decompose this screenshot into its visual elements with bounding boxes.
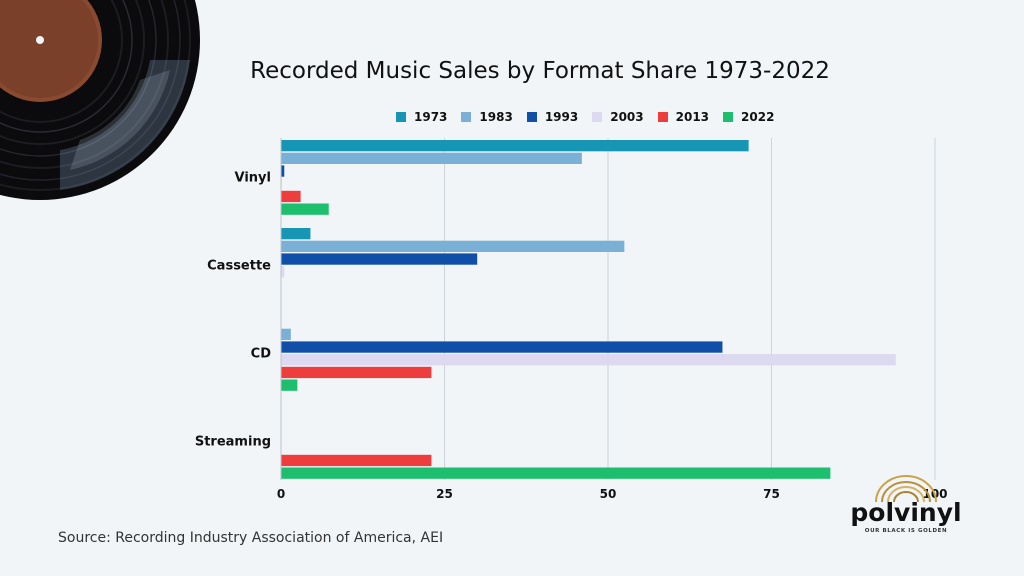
legend-item: 2013 (657, 110, 710, 124)
bar-streaming-2022 (281, 467, 831, 479)
x-tick-label: 25 (436, 487, 453, 501)
legend-label: 1993 (544, 110, 579, 124)
legend-swatch (461, 112, 472, 122)
y-category-label: Streaming (195, 434, 271, 449)
bar-cd-2003 (281, 354, 896, 366)
legend-item: 1973 (396, 110, 447, 124)
bar-vinyl-1993 (281, 165, 285, 177)
legend-swatch (592, 112, 603, 122)
vinyl-record-image (0, 0, 200, 200)
legend-label: 1983 (479, 110, 513, 124)
legend-swatch (396, 112, 406, 122)
x-tick-label: 0 (277, 487, 285, 501)
bar-vinyl-2022 (281, 203, 329, 215)
bar-cassette-1983 (281, 240, 625, 252)
y-category-label: Vinyl (235, 170, 271, 185)
legend-item: 1983 (461, 110, 513, 124)
bar-vinyl-1973 (281, 140, 749, 152)
legend-label: 2022 (741, 110, 775, 124)
bar-cd-2022 (281, 379, 298, 391)
legend-label: 1973 (414, 110, 448, 124)
x-tick-label: 50 (600, 487, 617, 501)
chart-title: Recorded Music Sales by Format Share 197… (250, 58, 830, 84)
bar-cd-1983 (281, 328, 291, 340)
legend-label: 2003 (610, 110, 644, 124)
x-tick-label: 75 (763, 487, 780, 501)
rainbow-arc-icon (875, 475, 937, 503)
legend-swatch (723, 112, 734, 122)
legend-item: 2003 (592, 110, 644, 124)
bar-vinyl-1983 (281, 152, 582, 164)
bar-cassette-1993 (281, 253, 478, 265)
legend-item: 2022 (723, 110, 774, 124)
legend-swatch (526, 112, 537, 122)
brand-name: polvinyl (850, 498, 962, 527)
bar-streaming-2013 (281, 454, 432, 467)
bar-cd-1993 (281, 341, 723, 353)
legend-label: 2013 (675, 110, 710, 124)
brand-tagline: OUR BLACK IS GOLDEN (864, 528, 948, 534)
bar-cassette-1973 (281, 228, 311, 240)
bar-cassette-2003 (281, 266, 285, 278)
legend-item: 1993 (526, 110, 579, 124)
legend-swatch (657, 112, 668, 122)
y-category-label: CD (251, 346, 272, 361)
y-category-label: Cassette (207, 258, 271, 273)
source-note: Source: Recording Industry Association o… (58, 530, 444, 546)
bar-vinyl-2013 (281, 190, 301, 203)
bar-cd-2013 (281, 366, 432, 379)
chart-legend: 1973 1983 1993 2003 2013 2022 (396, 109, 774, 125)
brand-logo: polvinyl OUR BLACK IS GOLDEN (846, 470, 976, 540)
